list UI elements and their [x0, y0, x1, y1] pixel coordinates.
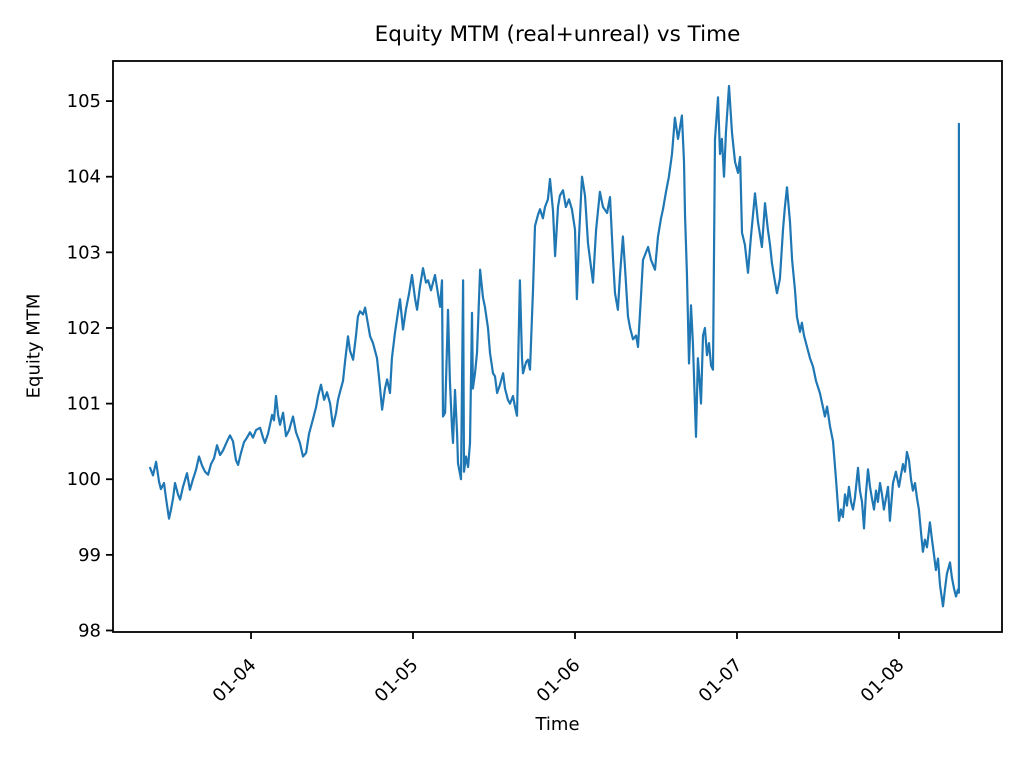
x-tick-label: 01-06 [533, 655, 585, 707]
x-tick-label: 01-08 [857, 655, 909, 707]
chart-title: Equity MTM (real+unreal) vs Time [374, 22, 741, 47]
y-tick-label: 103 [67, 242, 101, 263]
axes-spines [112, 60, 1003, 633]
y-tick-label: 99 [78, 545, 101, 566]
x-tick-label: 01-07 [695, 655, 747, 707]
y-tick-label: 98 [78, 620, 101, 641]
x-tick-label: 01-04 [209, 655, 261, 707]
x-axis-label: Time [535, 714, 580, 735]
y-tick-label: 102 [67, 318, 101, 339]
y-axis-label: Equity MTM [23, 293, 45, 399]
y-tick-label: 104 [67, 167, 101, 188]
y-tick-label: 100 [67, 469, 101, 490]
y-tick-label: 101 [67, 394, 101, 415]
y-tick-label: 105 [67, 91, 101, 112]
x-tick-label: 01-05 [371, 655, 423, 707]
equity-mtm-line [149, 84, 961, 608]
